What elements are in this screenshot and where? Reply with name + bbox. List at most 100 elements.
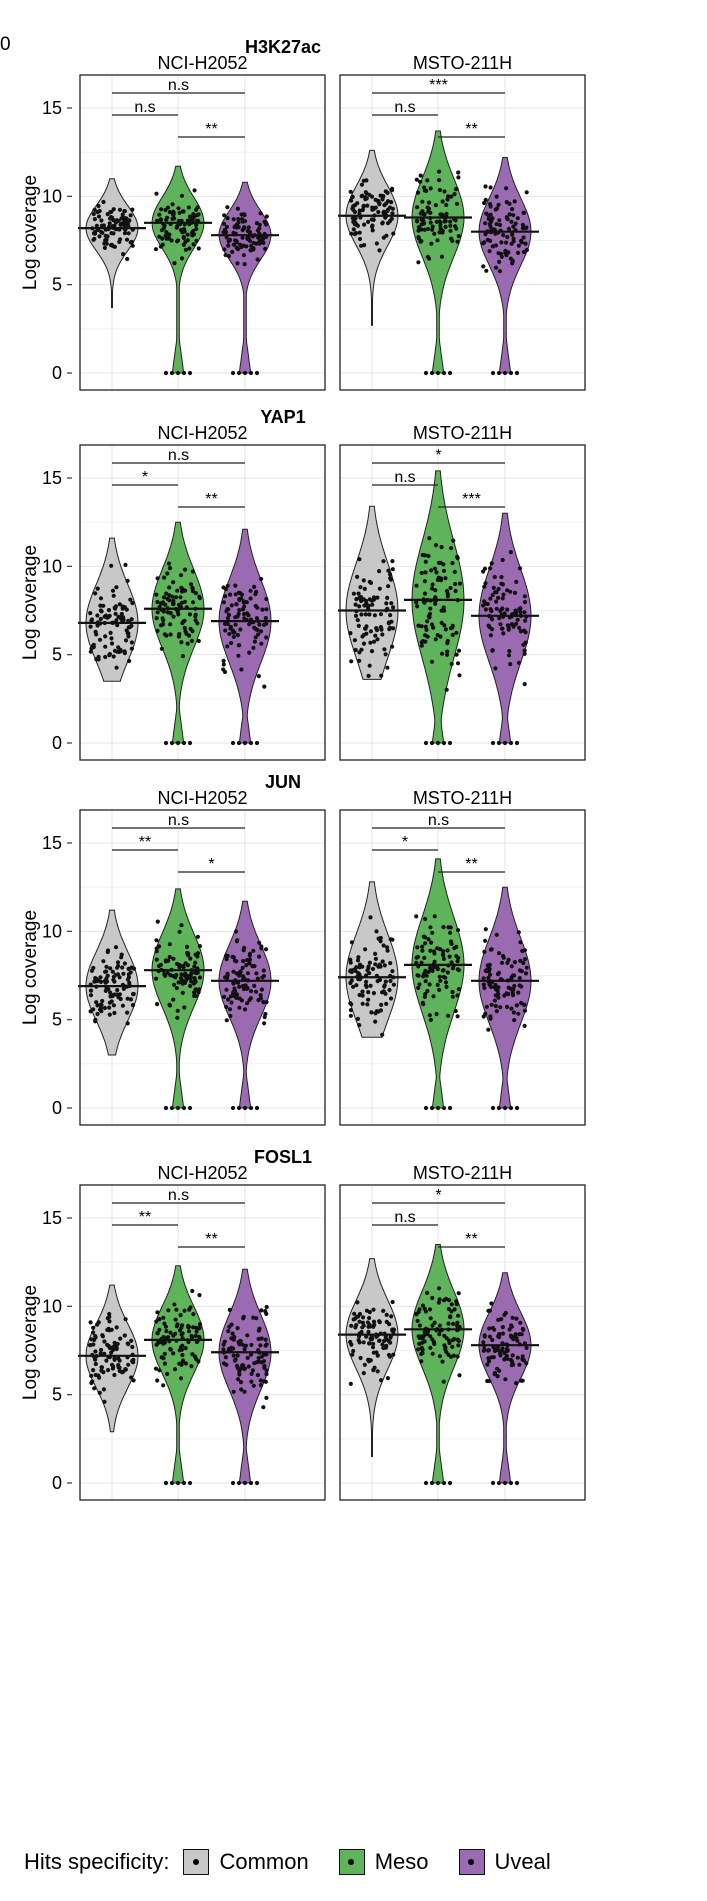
data-point [359,194,364,199]
data-point [167,942,172,947]
data-point [258,1383,263,1388]
data-point [228,237,233,242]
data-point [414,1312,419,1317]
data-point [115,623,120,628]
data-point [221,221,227,226]
data-point [224,224,229,229]
violin-body [411,130,465,374]
data-point [453,581,458,587]
data-point [493,993,498,998]
data-point [420,1303,426,1308]
data-point [439,254,445,259]
data-point [371,1307,376,1312]
data-point [239,667,244,672]
data-point [494,606,499,611]
data-point [186,1329,192,1334]
data-point [245,611,250,616]
data-point [245,971,250,976]
data-point [239,1387,244,1392]
data-point [443,627,448,632]
data-point [483,927,488,932]
data-point [373,956,378,962]
data-point [115,960,121,965]
data-point [166,597,171,602]
data-point [169,740,175,746]
data-point [490,648,495,653]
data-point [91,1330,96,1335]
data-point [102,245,107,250]
data-point [194,1329,199,1334]
data-point [248,370,254,376]
data-point [383,1345,388,1350]
data-point [179,923,184,928]
data-point [449,941,454,947]
data-point [427,200,432,205]
panel-label: NCI-H2052 [157,53,247,73]
data-point [388,996,394,1001]
data-point [365,1002,370,1007]
data-point [252,584,257,590]
data-point [418,239,423,244]
data-point [228,1013,233,1019]
data-point [251,645,256,651]
data-point [130,207,135,212]
data-point [243,1343,248,1348]
data-point [496,1105,502,1111]
data-point [353,1316,358,1321]
data-point [431,965,436,970]
data-point [236,1377,241,1382]
data-point [187,1105,193,1111]
data-point [190,1288,195,1294]
data-point [231,634,236,640]
data-point [420,1351,425,1356]
data-point [236,1105,242,1111]
data-point [88,649,93,654]
data-point [96,1320,101,1325]
data-point [456,170,461,175]
panel-label: NCI-H2052 [157,423,247,443]
data-point [122,223,127,228]
data-point [111,207,116,212]
data-point [367,663,372,668]
data-point [190,589,195,594]
data-point [481,264,486,269]
panel-frame [339,1184,586,1501]
data-point [186,205,191,210]
data-point [444,211,449,216]
data-point [167,585,172,590]
data-point [182,625,187,631]
data-point [418,179,423,184]
data-point [127,658,132,664]
data-point [449,960,454,965]
data-point [193,960,198,965]
data-point [508,589,513,594]
violin-body [345,505,399,680]
data-point [452,1307,457,1312]
data-point [122,961,127,966]
data-point [157,1317,162,1322]
significance-label: * [208,856,214,873]
data-point [490,617,495,622]
data-point [226,997,231,1002]
data-point [180,1359,185,1364]
data-point [382,203,387,208]
data-point [522,1002,527,1007]
data-point [441,370,447,376]
data-point [429,241,434,246]
data-point [491,1355,496,1360]
significance-label: n.s [168,447,189,464]
data-point [521,210,526,215]
data-point [508,662,513,667]
data-point [430,582,435,587]
data-point [431,994,436,999]
data-point [243,219,248,224]
data-point [163,233,168,238]
violin-body [345,881,399,1038]
data-point [515,250,521,255]
data-point [447,1105,453,1111]
data-point [360,634,365,639]
data-point [168,611,173,616]
data-point [178,1313,183,1318]
data-point [419,960,424,965]
